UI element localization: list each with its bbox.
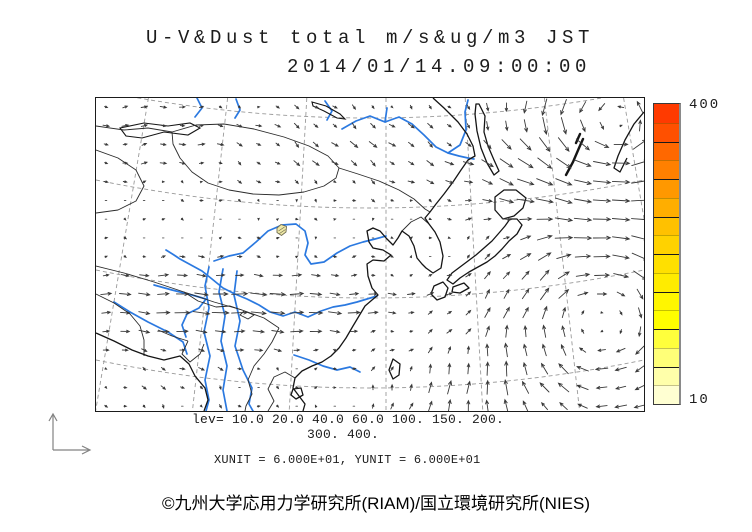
colorbar-block [654, 329, 679, 348]
rivers-layer [113, 98, 475, 411]
legend-levels-line2: 300. 400. [307, 427, 380, 442]
colorbar-block [654, 254, 679, 273]
lakes-layer [119, 101, 347, 139]
colorbar-block [654, 366, 679, 386]
colorbar-max-label: 400 [689, 97, 721, 113]
colorbar-min-label: 10 [689, 392, 710, 408]
colorbar-block [654, 160, 679, 179]
copyright-text: ©九州大学応用力学研究所(RIAM)/国立環境研究所(NIES) [161, 494, 591, 513]
axis-arrows-icon [48, 412, 92, 455]
wind-vectors-layer [100, 98, 644, 411]
dust-contour [276, 223, 287, 237]
colorbar-block [654, 310, 679, 329]
x-axis-arrowhead [81, 445, 92, 455]
graticule-layer [96, 98, 644, 411]
unit-label: XUNIT = 6.000E+01, YUNIT = 6.000E+01 [214, 453, 481, 467]
colorbar-block [654, 385, 679, 404]
timestamp-subtitle: 2014/01/14.09:00:00 [287, 56, 592, 78]
colorbar-block [654, 291, 679, 311]
colorbar-block [654, 347, 679, 367]
colorbar-block [654, 104, 679, 123]
coastlines-layer [96, 98, 644, 411]
colorbar-block [654, 272, 679, 292]
colorbar-block [654, 122, 679, 142]
vector-field-map [96, 98, 644, 411]
page-title: U-V&Dust total m/s&ug/m3 JST [146, 27, 595, 49]
colorbar-block [654, 216, 679, 236]
colorbar-block [654, 141, 679, 161]
islands-bold-layer [564, 132, 585, 177]
colorbar [653, 103, 681, 405]
colorbar-block [654, 197, 679, 217]
colorbar-block [654, 235, 679, 254]
colorbar-block [654, 179, 679, 198]
legend-levels-line1: lev= 10.0 20.0 40.0 60.0 100. 150. 200. [192, 412, 505, 427]
map-plot-area [95, 97, 645, 412]
country-borders-layer [96, 123, 431, 411]
y-axis-arrowhead [48, 412, 58, 422]
